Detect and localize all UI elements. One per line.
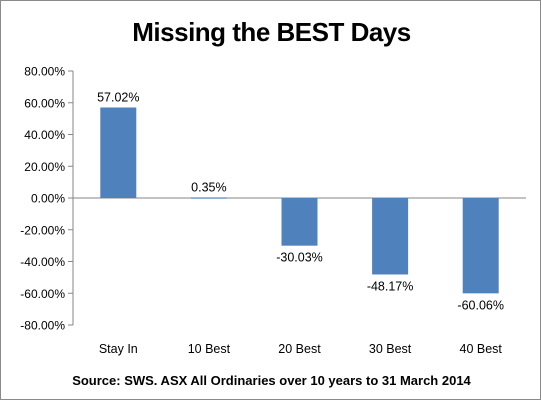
y-tick-label: 20.00% bbox=[24, 160, 65, 174]
y-tick-label: -60.00% bbox=[20, 287, 65, 301]
y-tick-label: -40.00% bbox=[20, 255, 65, 269]
data-label: 57.02% bbox=[97, 90, 139, 104]
data-label: 0.35% bbox=[191, 180, 226, 194]
bar bbox=[281, 198, 318, 246]
chart-source-note: Source: SWS. ASX All Ordinaries over 10 … bbox=[72, 373, 471, 388]
bar bbox=[190, 197, 227, 199]
y-tick-label: 80.00% bbox=[24, 65, 65, 79]
x-category-label: 10 Best bbox=[188, 342, 231, 356]
x-category-label: 30 Best bbox=[369, 342, 412, 356]
data-label: -30.03% bbox=[276, 251, 323, 265]
bar bbox=[100, 107, 137, 198]
x-category-label: Stay In bbox=[99, 342, 138, 356]
y-tick-label: -80.00% bbox=[20, 319, 65, 333]
bar bbox=[462, 198, 499, 294]
data-label: -60.06% bbox=[457, 298, 504, 312]
y-tick-label: -20.00% bbox=[20, 223, 65, 237]
x-category-label: 20 Best bbox=[278, 342, 321, 356]
y-tick-label: 60.00% bbox=[24, 96, 65, 110]
chart-title: Missing the BEST Days bbox=[132, 17, 411, 47]
y-tick-label: 0.00% bbox=[31, 192, 65, 206]
x-category-label: 40 Best bbox=[460, 342, 503, 356]
y-tick-label: 40.00% bbox=[24, 128, 65, 142]
data-label: -48.17% bbox=[367, 279, 414, 293]
bar bbox=[372, 198, 409, 275]
